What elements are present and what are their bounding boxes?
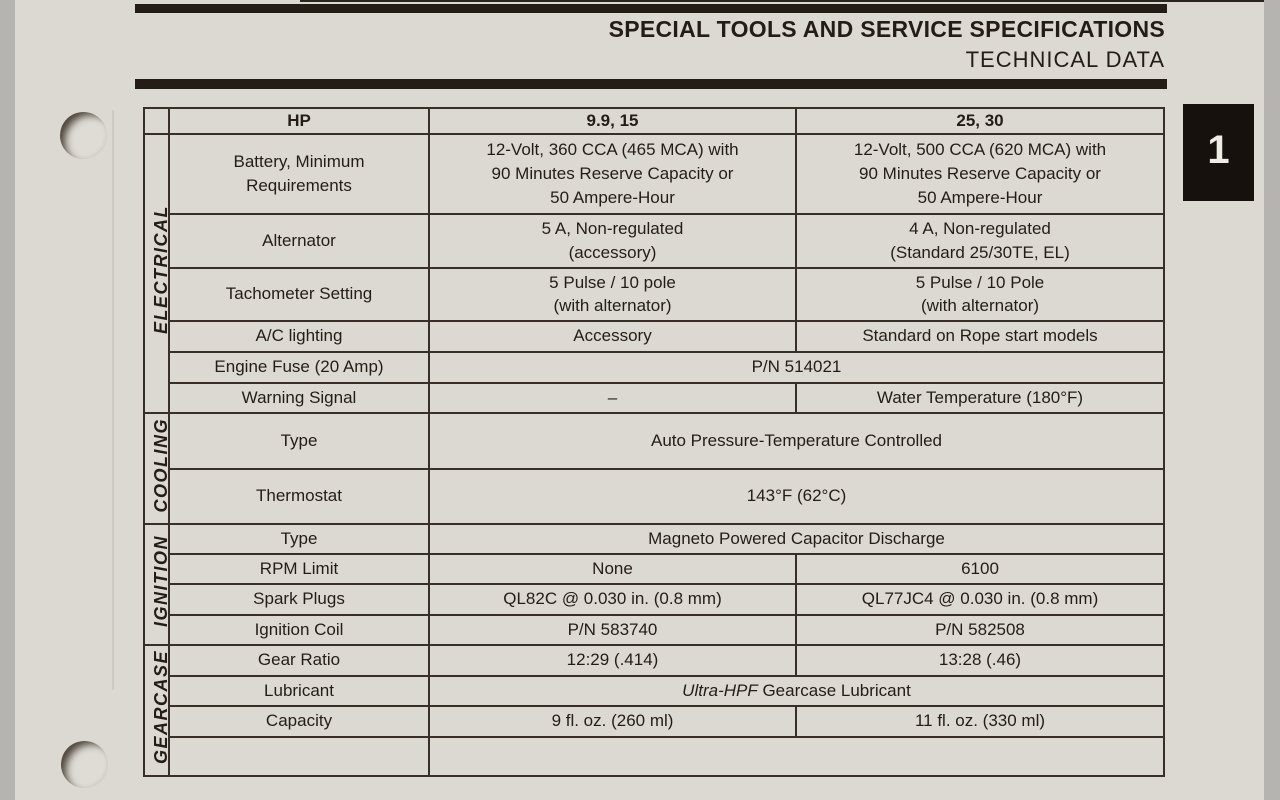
- cell-gear-ratio-2530: 13:28 (.46): [795, 643, 1165, 677]
- page-title: SPECIAL TOOLS AND SERVICE SPECIFICATIONS: [608, 16, 1165, 42]
- cell-gear-ratio-header: Gear Ratio: [168, 643, 430, 677]
- cell-warning-2530: Water Temperature (180°F): [795, 381, 1165, 414]
- lubricant-brand: Ultra-HPF: [682, 680, 758, 700]
- table-row: HP 9.9, 15 25, 30: [143, 107, 1165, 135]
- cell-section-header-empty: [143, 107, 170, 135]
- cell-engine-fuse-header: Engine Fuse (20 Amp): [168, 350, 430, 384]
- cell-spark-2530: QL77JC4 @ 0.030 in. (0.8 mm): [795, 582, 1165, 616]
- cell-warning-9915: –: [428, 381, 797, 414]
- table-row: Capacity 9 fl. oz. (260 ml) 11 fl. oz. (…: [144, 704, 1165, 738]
- cell-thermostat-value: 143°F (62°C): [428, 467, 1165, 525]
- title-bottom-bar: [135, 79, 1167, 89]
- page-number: 1: [1207, 128, 1230, 172]
- page-number-tab: 1: [1183, 104, 1254, 201]
- page-crease: [112, 110, 114, 690]
- cell-rpm-9915: None: [428, 552, 797, 585]
- cell-lubricant-header: Lubricant: [168, 674, 430, 707]
- title-top-bar: [135, 4, 1167, 13]
- cell-thermostat-header: Thermostat: [168, 467, 430, 525]
- cell-ac-lighting-9915: Accessory: [428, 319, 797, 353]
- table-row: A/C lighting Accessory Standard on Rope …: [144, 319, 1165, 353]
- cell-empty-header: [168, 735, 430, 777]
- col-header-2530: 25, 30: [795, 107, 1165, 135]
- cell-tachometer-header: Tachometer Setting: [168, 266, 430, 322]
- cell-spark-9915: QL82C @ 0.030 in. (0.8 mm): [428, 582, 797, 616]
- lubricant-rest: Gearcase Lubricant: [757, 680, 911, 700]
- section-label-text: IGNITION: [151, 534, 169, 627]
- section-label-gearcase: GEARCASE: [143, 643, 170, 777]
- table-row: Spark Plugs QL82C @ 0.030 in. (0.8 mm) Q…: [144, 582, 1165, 616]
- table-row: Warning Signal – Water Temperature (180°…: [144, 381, 1165, 414]
- section-label-cooling: COOLING: [143, 411, 170, 525]
- section-label-text: COOLING: [151, 417, 169, 513]
- table-row: Thermostat 143°F (62°C): [144, 467, 1165, 525]
- cell-capacity-2530: 11 fl. oz. (330 ml): [795, 704, 1165, 738]
- table-row: COOLING Type Auto Pressure-Temperature C…: [143, 411, 1165, 525]
- technical-data-table: HP 9.9, 15 25, 30 ELECTRICAL Battery, Mi…: [143, 107, 1165, 777]
- cell-rpm-2530: 6100: [795, 552, 1165, 585]
- cell-coil-header: Ignition Coil: [168, 613, 430, 646]
- table-row: IGNITION Type Magneto Powered Capacitor …: [143, 522, 1165, 646]
- cell-tachometer-2530: 5 Pulse / 10 Pole (with alternator): [795, 266, 1165, 322]
- table-row: [144, 735, 1165, 777]
- cell-alternator-2530: 4 A, Non-regulated (Standard 25/30TE, EL…: [795, 212, 1165, 269]
- top-edge-rule: [300, 0, 1264, 2]
- section-label-ignition: IGNITION: [143, 522, 170, 646]
- table-row: Ignition Coil P/N 583740 P/N 582508: [144, 613, 1165, 646]
- cell-spark-header: Spark Plugs: [168, 582, 430, 616]
- table-row: ELECTRICAL Battery, Minimum Requirements…: [143, 132, 1165, 414]
- table-row: GEARCASE Gear Ratio 12:29 (.414) 13:28 (…: [143, 643, 1165, 777]
- section-label-text: ELECTRICAL: [151, 205, 169, 335]
- cell-alternator-header: Alternator: [168, 212, 430, 269]
- cell-cooling-type-value: Auto Pressure-Temperature Controlled: [428, 411, 1165, 470]
- section-label-electrical: ELECTRICAL: [143, 132, 170, 414]
- cell-lubricant-value: Ultra-HPF Gearcase Lubricant: [428, 674, 1165, 707]
- table-row: Lubricant Ultra-HPF Gearcase Lubricant: [144, 674, 1165, 707]
- table-row: Alternator 5 A, Non-regulated (accessory…: [144, 212, 1165, 269]
- cell-battery-2530: 12-Volt, 500 CCA (620 MCA) with 90 Minut…: [795, 132, 1165, 215]
- section-label-text: GEARCASE: [151, 649, 169, 764]
- cell-alternator-9915: 5 A, Non-regulated (accessory): [428, 212, 797, 269]
- binder-hole-bottom: [61, 741, 108, 788]
- cell-warning-header: Warning Signal: [168, 381, 430, 414]
- cell-gear-ratio-9915: 12:29 (.414): [428, 643, 797, 677]
- table-row: RPM Limit None 6100: [144, 552, 1165, 585]
- cell-battery-header: Battery, Minimum Requirements: [168, 132, 430, 215]
- page-subtitle: TECHNICAL DATA: [965, 47, 1165, 72]
- cell-ac-lighting-header: A/C lighting: [168, 319, 430, 353]
- table-row: Engine Fuse (20 Amp) P/N 514021: [144, 350, 1165, 384]
- cell-capacity-header: Capacity: [168, 704, 430, 738]
- col-header-hp: HP: [168, 107, 430, 135]
- cell-ac-lighting-2530: Standard on Rope start models: [795, 319, 1165, 353]
- cell-cooling-type-header: Type: [168, 411, 430, 470]
- cell-ignition-type-value: Magneto Powered Capacitor Discharge: [428, 522, 1165, 555]
- cell-rpm-header: RPM Limit: [168, 552, 430, 585]
- cell-tachometer-9915: 5 Pulse / 10 pole (with alternator): [428, 266, 797, 322]
- cell-empty-value: [428, 735, 1165, 777]
- cell-coil-9915: P/N 583740: [428, 613, 797, 646]
- table-row: Tachometer Setting 5 Pulse / 10 pole (wi…: [144, 266, 1165, 322]
- binder-hole-top: [60, 112, 107, 159]
- cell-battery-9915: 12-Volt, 360 CCA (465 MCA) with 90 Minut…: [428, 132, 797, 215]
- cell-engine-fuse-value: P/N 514021: [428, 350, 1165, 384]
- cell-ignition-type-header: Type: [168, 522, 430, 555]
- col-header-9915: 9.9, 15: [428, 107, 797, 135]
- cell-coil-2530: P/N 582508: [795, 613, 1165, 646]
- cell-capacity-9915: 9 fl. oz. (260 ml): [428, 704, 797, 738]
